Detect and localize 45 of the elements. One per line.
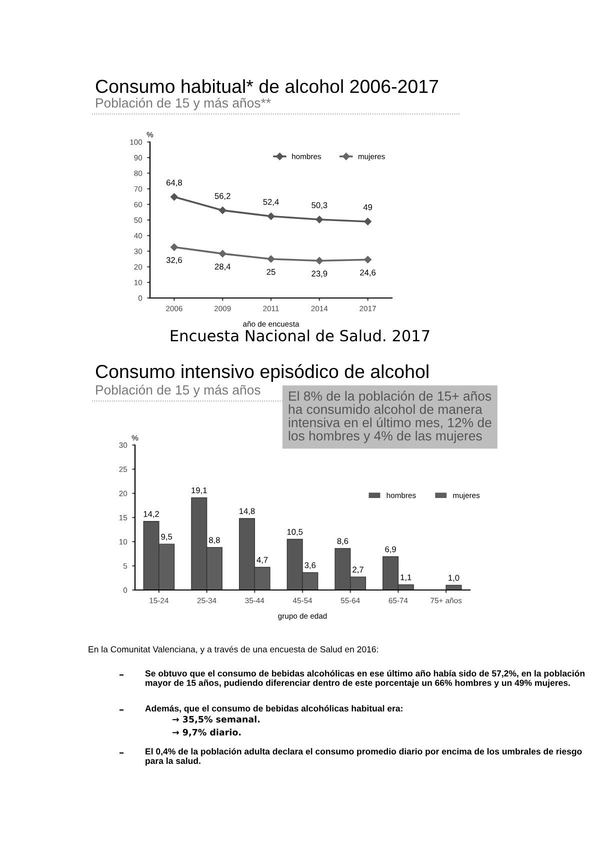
chart-subtitle: Población de 15 y más años bbox=[96, 384, 260, 398]
text: En la Comunitat Valenciana, y a través de una encuesta de Salud en 2016: bbox=[88, 646, 378, 654]
text: Se obtuvo que el consumo de bebidas alcohólicas en ese último año había sido de 57,2%, en la población mayor de 15 años, pudiendo diferenciar dentro de este porcentaje un 66% hombres y un 49% mujeres. bbox=[145, 670, 584, 688]
data-label: 23,9 bbox=[312, 270, 328, 278]
point bbox=[267, 212, 275, 220]
text: Además, que el consumo de bebidas alcohólicas habitual era: bbox=[145, 705, 402, 714]
data-label: 3,6 bbox=[304, 562, 316, 570]
data-label: 49 bbox=[363, 204, 372, 210]
point bbox=[364, 218, 372, 226]
chart-subtitle: Población de 15 y más años** bbox=[96, 98, 271, 110]
data-label: 56,2 bbox=[214, 193, 230, 200]
data-label: 4,7 bbox=[256, 557, 268, 564]
data-label: 19,1 bbox=[192, 487, 207, 494]
data-label: 32,6 bbox=[166, 257, 182, 264]
point bbox=[316, 257, 324, 264]
data-label: 28,4 bbox=[214, 264, 230, 271]
data-label: 2,7 bbox=[352, 566, 364, 574]
data-label: 6,9 bbox=[385, 546, 396, 554]
data-label: 10,5 bbox=[287, 528, 303, 536]
point bbox=[218, 206, 226, 214]
data-label: 1,0 bbox=[448, 574, 460, 582]
data-label: 8,6 bbox=[337, 538, 348, 545]
chart-title: Consumo intensivo episódico de alcohol bbox=[96, 364, 428, 382]
text: → 9,7% diario. bbox=[172, 728, 241, 737]
data-label: 14,2 bbox=[144, 511, 159, 518]
point bbox=[170, 244, 178, 251]
data-label: 14,8 bbox=[240, 508, 255, 516]
point bbox=[316, 216, 324, 224]
data-label: 24,6 bbox=[360, 270, 376, 276]
text: El 0,4% de la población adulta declara el consumo promedio diario por encima de los umbrales de riesgo para la salud. bbox=[146, 748, 582, 766]
data-label: 9,5 bbox=[161, 534, 172, 541]
point bbox=[267, 255, 275, 263]
text: → 35,5% semanal. bbox=[172, 716, 260, 724]
point bbox=[170, 193, 178, 201]
data-label: 1,1 bbox=[400, 574, 412, 582]
data-label: 64,8 bbox=[166, 180, 182, 187]
data-label: 50,3 bbox=[312, 202, 328, 210]
data-label: 25 bbox=[266, 268, 276, 275]
data-label: 8,8 bbox=[209, 537, 220, 544]
data-label: 52,4 bbox=[263, 198, 279, 206]
point bbox=[218, 250, 226, 258]
text: Encuesta Nacional de Salud. 2017 bbox=[170, 330, 430, 342]
text: El 8% de la población de 15+ años ha consumido alcohol de manera intensiva en el último mes, 12% de los hombres y 4% de las mujeres bbox=[288, 390, 492, 444]
point bbox=[364, 256, 372, 264]
chart-title: Consumo habitual* de alcohol 2006-2017 bbox=[96, 79, 438, 94]
